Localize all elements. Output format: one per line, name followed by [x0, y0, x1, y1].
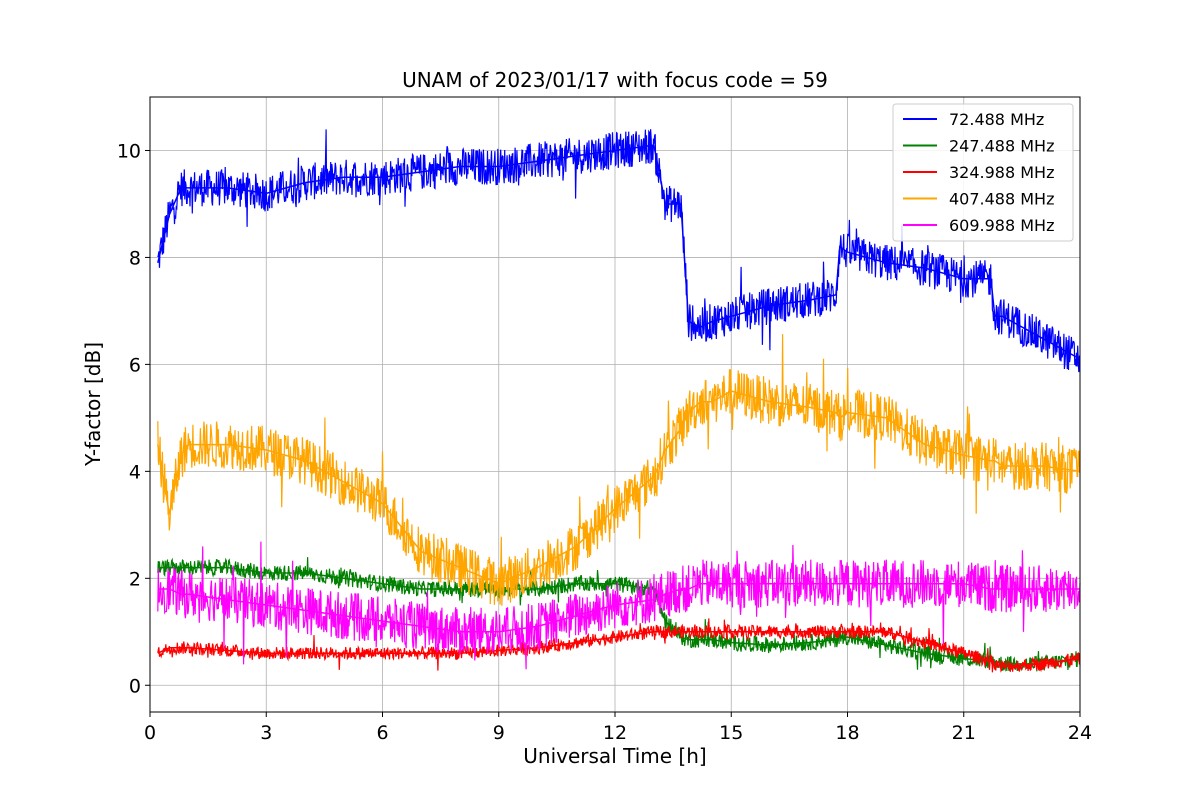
x-tick-label: 0	[144, 722, 156, 744]
x-tick-label: 6	[376, 722, 388, 744]
legend-label-2: 247.488 MHz	[949, 137, 1054, 156]
legend-label-1: 72.488 MHz	[949, 110, 1044, 129]
series-trace-4	[157, 334, 1081, 606]
y-axis-label: Y-factor [dB]	[81, 342, 105, 467]
series-trace-5	[157, 541, 1081, 670]
legend-box	[892, 103, 1074, 242]
series-layer	[157, 129, 1081, 673]
x-tick-label: 18	[835, 722, 859, 744]
x-tick-label: 24	[1068, 722, 1092, 744]
x-tick-label: 15	[719, 722, 743, 744]
legend: 72.488 MHz 247.488 MHz 324.988 MHz 407.488 …	[892, 103, 1074, 242]
legend-label-4: 407.488 MHz	[949, 190, 1054, 209]
x-tick-label: 12	[603, 722, 627, 744]
legend-label-5: 609.988 MHz	[949, 216, 1054, 235]
series-trace-1	[157, 129, 1081, 373]
y-tick-label: 0	[129, 675, 141, 697]
y-tick-label: 6	[129, 354, 141, 376]
x-tick-label: 3	[260, 722, 272, 744]
legend-label-3: 324.988 MHz	[949, 163, 1054, 182]
y-tick-label: 4	[129, 461, 141, 483]
x-tick-label: 21	[952, 722, 976, 744]
y-tick-label: 2	[129, 568, 141, 590]
series-trace-2	[157, 557, 1081, 673]
chart-title: UNAM of 2023/01/17 with focus code = 59	[402, 68, 828, 92]
x-tick-label: 9	[493, 722, 505, 744]
y-tick-label: 8	[129, 247, 141, 269]
y-tick-label: 10	[117, 140, 141, 162]
series-trace-3	[157, 618, 1081, 673]
x-axis-label: Universal Time [h]	[523, 744, 706, 768]
